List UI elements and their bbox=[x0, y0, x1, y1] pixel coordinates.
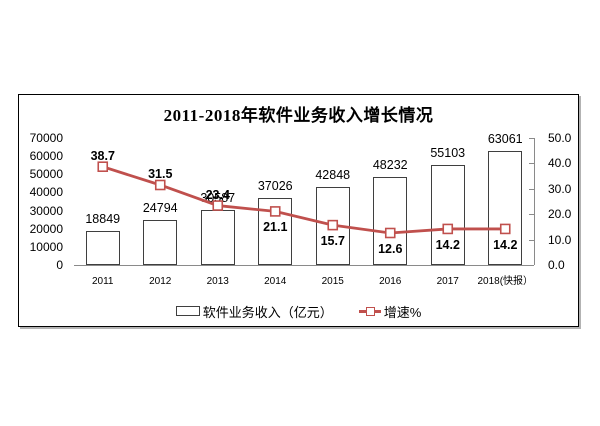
line-marker-icon bbox=[327, 219, 339, 231]
legend: 软件业务收入（亿元） 增速% bbox=[19, 300, 578, 322]
line-marker-icon bbox=[499, 223, 511, 235]
bar-value-label: 42848 bbox=[315, 168, 351, 183]
growth-value-label: 15.7 bbox=[320, 234, 345, 249]
left-axis-tick-label: 40000 bbox=[29, 185, 63, 200]
bar bbox=[85, 230, 120, 265]
line-marker-icon bbox=[269, 206, 281, 217]
x-axis-label: 2016 bbox=[379, 276, 402, 287]
legend-item-growth: 增速% bbox=[358, 302, 422, 321]
bar bbox=[430, 165, 465, 265]
left-axis-tick-label: 10000 bbox=[29, 239, 63, 254]
bar bbox=[143, 220, 178, 265]
legend-item-revenue: 软件业务收入（亿元） bbox=[175, 302, 333, 321]
x-axis-label: 2012 bbox=[149, 276, 172, 287]
left-axis-tick-label: 70000 bbox=[29, 131, 63, 145]
growth-value-label: 38.7 bbox=[90, 149, 115, 164]
bar-value-label: 63061 bbox=[487, 131, 523, 146]
bar-value-label: 24794 bbox=[142, 201, 178, 216]
bar-value-label: 48232 bbox=[372, 158, 408, 173]
x-axis-label: 2014 bbox=[264, 276, 287, 287]
x-axis-label: 2013 bbox=[206, 276, 229, 287]
right-axis-tick bbox=[529, 214, 534, 216]
left-axis-tick-label: 60000 bbox=[29, 149, 63, 164]
bar bbox=[200, 209, 235, 265]
left-axis-tick-label: 50000 bbox=[29, 167, 63, 182]
right-axis-tick-label: 0.0 bbox=[548, 258, 565, 272]
bar bbox=[488, 150, 523, 265]
growth-value-label: 12.6 bbox=[378, 241, 403, 256]
growth-value-label: 14.2 bbox=[493, 237, 518, 252]
line-marker-icon bbox=[384, 227, 396, 239]
legend-label-revenue: 软件业务收入（亿元） bbox=[202, 304, 333, 320]
growth-value-label: 14.2 bbox=[435, 237, 460, 252]
right-axis-tick bbox=[529, 239, 534, 241]
growth-value-label: 23.4 bbox=[205, 188, 230, 203]
right-axis-tick-label: 10.0 bbox=[548, 232, 572, 247]
line-marker-icon bbox=[97, 161, 109, 173]
right-axis-tick-label: 30.0 bbox=[548, 181, 572, 196]
bar-swatch-icon bbox=[175, 306, 200, 316]
line-marker-icon bbox=[212, 200, 224, 211]
legend-label-growth: 增速% bbox=[383, 304, 422, 320]
chart-frame: 2011-2018年软件业务收入增长情况 0 10000 20000 30000 400… bbox=[18, 94, 579, 327]
left-axis-tick-label: 20000 bbox=[29, 221, 63, 236]
growth-value-label: 31.5 bbox=[148, 167, 173, 182]
left-axis-tick-label: 0 bbox=[56, 258, 63, 272]
growth-line-series bbox=[97, 161, 511, 239]
chart-title: 2011-2018年软件业务收入增长情况 bbox=[163, 106, 434, 125]
x-axis-label: 2011 bbox=[91, 276, 114, 287]
growth-value-label: 21.1 bbox=[263, 220, 288, 235]
bar-value-label: 18849 bbox=[85, 211, 121, 226]
bar bbox=[373, 177, 408, 265]
bar-value-label: 55103 bbox=[430, 146, 466, 161]
x-axis-line bbox=[74, 265, 534, 266]
bar-value-label: 30587 bbox=[200, 190, 236, 205]
right-axis-tick-label: 40.0 bbox=[548, 156, 572, 171]
x-axis-label: 2015 bbox=[321, 276, 344, 287]
right-axis-tick-label: 20.0 bbox=[548, 207, 572, 222]
right-axis-tick bbox=[529, 138, 534, 139]
right-axis-tick bbox=[529, 163, 534, 165]
plot-area: 0 10000 20000 30000 40000 50000 60000 70000 0.0 1… bbox=[19, 95, 578, 326]
right-axis-line bbox=[534, 138, 535, 265]
x-axis-label: 2018(快报） bbox=[477, 276, 534, 287]
line-marker-icon bbox=[442, 223, 454, 235]
right-axis-tick bbox=[529, 188, 534, 190]
line-marker-icon bbox=[154, 179, 166, 191]
right-axis-tick-label: 50.0 bbox=[548, 131, 572, 145]
bar-value-label: 37026 bbox=[257, 178, 293, 193]
left-axis-tick-label: 30000 bbox=[29, 203, 63, 218]
line-swatch-icon bbox=[358, 307, 381, 316]
growth-line bbox=[102, 165, 506, 235]
x-axis-label: 2017 bbox=[436, 276, 459, 287]
